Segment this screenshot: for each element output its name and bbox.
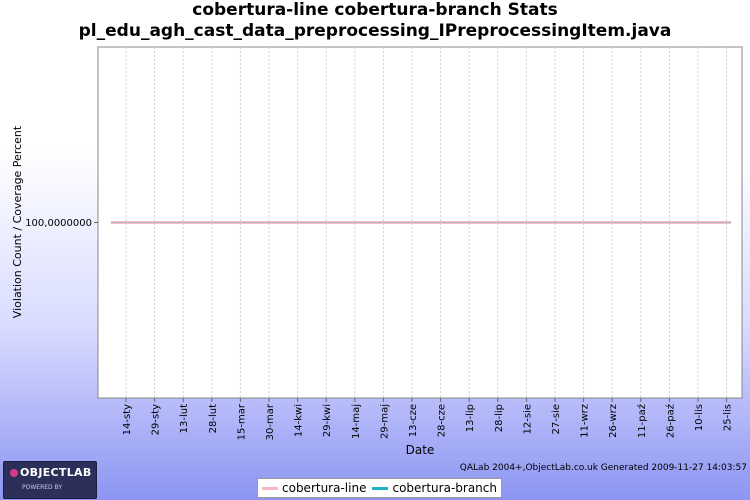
x-tick-label: 26-paź	[664, 404, 676, 438]
chart-title-line-1: cobertura-line cobertura-branch Stats	[192, 0, 558, 20]
x-tick-label: 28-lip	[494, 404, 505, 432]
legend-label: cobertura-line	[282, 481, 367, 495]
x-tick-label: 29-maj	[379, 404, 390, 439]
x-tick-label: 15-mar	[236, 403, 247, 440]
x-tick-label: 29-kwi	[322, 404, 333, 437]
legend-item-cobertura-line: cobertura-line	[262, 481, 366, 495]
x-tick-label: 14-maj	[351, 404, 362, 439]
y-axis-label: Violation Count / Coverage Percent	[11, 125, 24, 318]
x-axis-label: Date	[406, 443, 435, 457]
x-tick-label: 11-wrz	[580, 404, 591, 438]
footer-note: QALab 2004+,ObjectLab.co.uk Generated 20…	[459, 463, 747, 473]
x-tick-label: 29-sty	[151, 404, 162, 435]
x-tick-label: 28-lut	[208, 404, 219, 433]
x-tick-label: 12-sie	[522, 404, 533, 434]
logo-text: OBJECTLAB	[20, 466, 92, 479]
x-tick-label: 13-cze	[408, 404, 419, 437]
x-tick-label: 13-lut	[179, 404, 190, 433]
logo-dot-icon	[10, 469, 18, 477]
chart-title-line-2: pl_edu_agh_cast_data_preprocessing_IPrep…	[78, 21, 672, 41]
axes: 14-sty 29-sty 13-lut 28-lut 15-mar 30-mar 14-k…	[25, 218, 733, 440]
chart-title: cobertura-line cobertura-branch Stats pl…	[0, 0, 750, 42]
x-tick-label: 28-cze	[437, 404, 448, 437]
grid-lines	[125, 47, 728, 398]
legend-swatch-icon	[262, 486, 278, 490]
x-tick-label: 13-lip	[465, 404, 476, 432]
x-tick-label: 10-lis	[694, 404, 705, 431]
x-tick-label: 14-kwi	[294, 404, 305, 437]
legend: cobertura-line cobertura-branch	[257, 478, 502, 498]
x-tick-label: 26-wrz	[608, 404, 619, 438]
x-tick-label: 30-mar	[265, 403, 276, 440]
x-tick-label: 14-sty	[122, 404, 133, 435]
y-tick-label: 100,0000000	[25, 218, 92, 229]
legend-item-cobertura-branch: cobertura-branch	[372, 481, 497, 495]
x-tick-label: 25-lis	[723, 404, 734, 431]
x-tick-label: 27-sie	[551, 404, 562, 434]
logo-subtext: POWERED BY	[22, 484, 63, 491]
legend-swatch-icon	[372, 486, 389, 490]
objectlab-logo: OBJECTLAB POWERED BY	[3, 461, 97, 499]
x-tick-label: 11-paź	[636, 404, 648, 438]
legend-label: cobertura-branch	[392, 481, 497, 495]
